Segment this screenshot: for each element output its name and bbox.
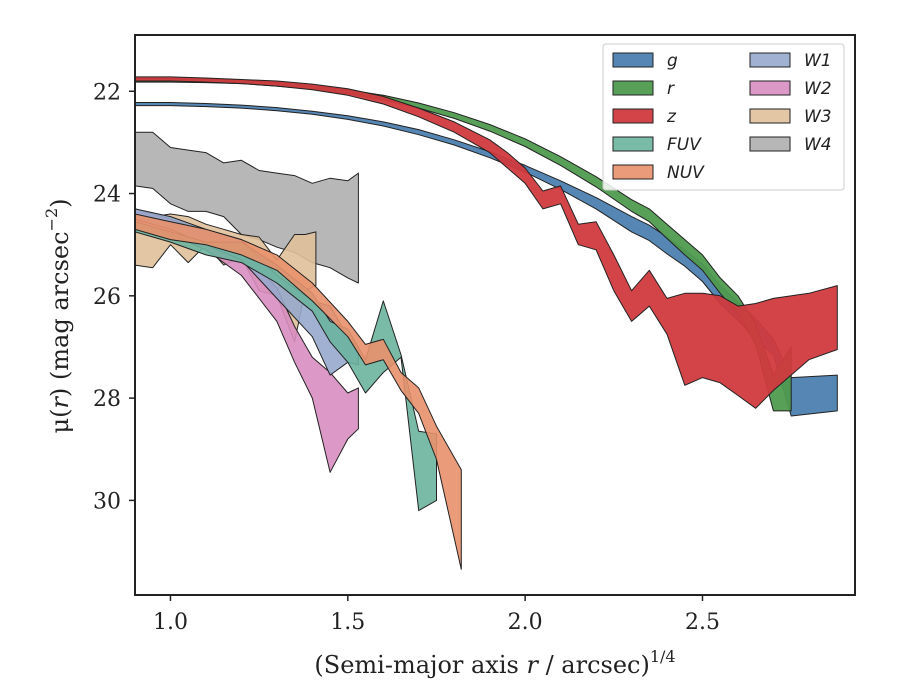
legend-swatch-z bbox=[612, 108, 654, 124]
legend: grz FUV NUV W1 W2 W3 W4 bbox=[602, 43, 845, 191]
legend-label-fuv: FUV bbox=[667, 135, 702, 155]
legend-swatch-w4 bbox=[749, 136, 791, 152]
x-axis-label: (Semi-major axis r / arcsec)1/4 bbox=[314, 647, 675, 679]
plot-frame bbox=[134, 34, 856, 596]
series-band-nuv bbox=[135, 213, 462, 570]
x-tick-label: 2.0 bbox=[508, 610, 543, 635]
legend-label-w2: W2 bbox=[804, 79, 832, 99]
axis-ticks: 1.0 1.5 2.0 2.5 22 24 26 28 30 bbox=[93, 80, 720, 635]
legend-label-w3: W3 bbox=[804, 107, 832, 127]
plot-area bbox=[135, 76, 838, 570]
y-tick-label: 22 bbox=[93, 80, 121, 105]
y-tick-label: 30 bbox=[93, 489, 121, 514]
y-tick-label: 24 bbox=[93, 183, 121, 208]
legend-swatch-w1 bbox=[749, 52, 791, 68]
series-band-z bbox=[135, 76, 838, 409]
legend-swatch-fuv bbox=[612, 136, 654, 152]
legend-swatch-nuv bbox=[612, 164, 654, 180]
legend-label-w1: W1 bbox=[804, 51, 832, 71]
legend-swatch-w3 bbox=[749, 108, 791, 124]
legend-label-z: z bbox=[666, 107, 677, 127]
x-tick-label: 1.5 bbox=[330, 610, 365, 635]
legend-label-w4: W4 bbox=[804, 135, 832, 155]
legend-swatch-g bbox=[612, 52, 654, 68]
legend-swatch-r bbox=[612, 80, 654, 96]
legend-swatch-w2 bbox=[749, 80, 791, 96]
legend-label-r: r bbox=[667, 79, 675, 99]
legend-label-nuv: NUV bbox=[667, 163, 705, 183]
y-tick-label: 26 bbox=[93, 285, 121, 310]
x-tick-label: 1.0 bbox=[153, 610, 188, 635]
y-axis-label: μ(r) (mag arcsec−2) bbox=[42, 198, 74, 433]
legend-label-g: g bbox=[667, 51, 678, 71]
series-band-g bbox=[135, 102, 838, 417]
x-tick-label: 2.5 bbox=[685, 610, 720, 635]
y-tick-label: 28 bbox=[93, 387, 121, 412]
